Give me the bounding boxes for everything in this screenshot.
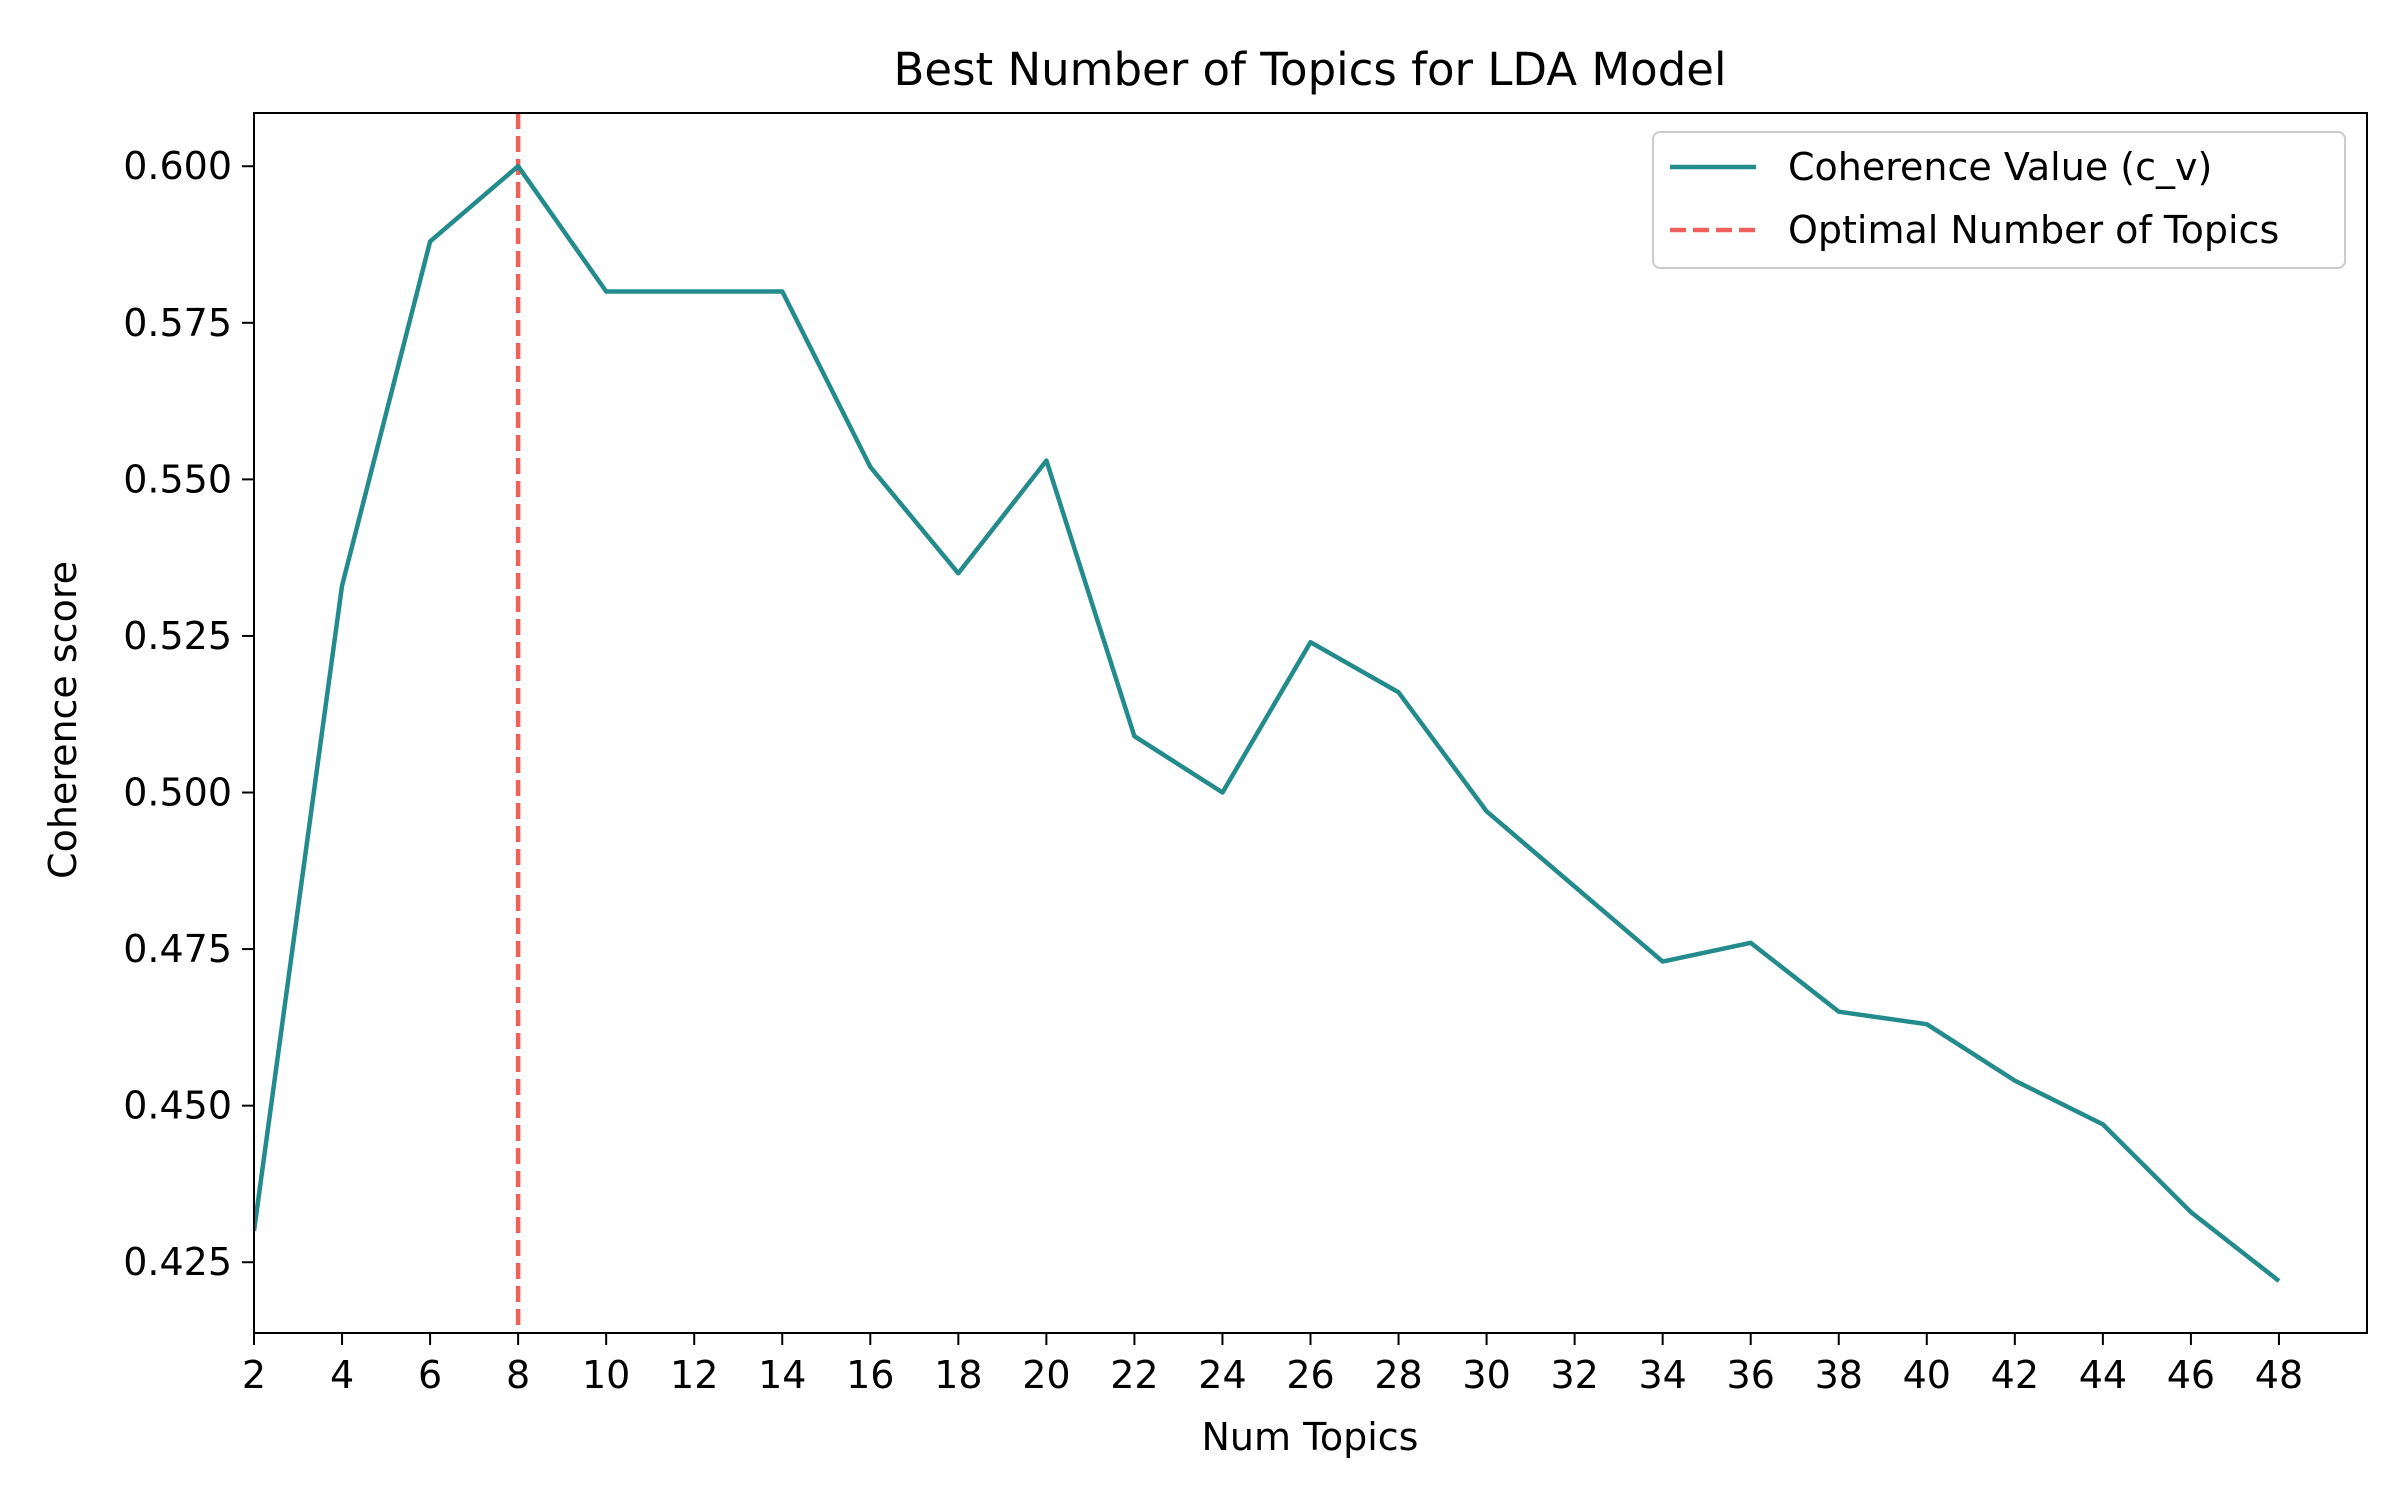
data-point [516,164,520,168]
y-tick-label: 0.450 [123,1084,232,1128]
data-point [428,239,432,243]
x-tick-label: 26 [1286,1353,1334,1397]
data-point [780,289,784,293]
data-point [340,584,344,588]
data-point [1661,960,1665,964]
y-tick-label: 0.600 [123,144,232,188]
data-point [868,465,872,469]
data-point [956,571,960,575]
series-lines [254,163,2281,1283]
data-point [2101,1122,2105,1126]
x-tick-label: 12 [670,1353,718,1397]
data-point [1397,690,1401,694]
x-tick-label: 30 [1462,1353,1510,1397]
x-tick-label: 48 [2255,1353,2303,1397]
x-tick-label: 46 [2167,1353,2215,1397]
data-point [692,289,696,293]
data-point [604,289,608,293]
legend-label-coherence: Coherence Value (c_v) [1788,145,2212,189]
x-tick-label: 4 [330,1353,354,1397]
x-tick-label: 2 [242,1353,266,1397]
x-tick-label: 44 [2079,1353,2127,1397]
y-tick-label: 0.500 [123,771,232,815]
x-tick-label: 10 [582,1353,630,1397]
coherence-series-line [254,163,2281,1283]
x-axis-title: Num Topics [1202,1415,1419,1459]
y-tick-label: 0.425 [123,1240,232,1284]
x-tick-label: 6 [418,1353,442,1397]
x-tick-label: 18 [934,1353,982,1397]
x-tick-label: 38 [1815,1353,1863,1397]
data-point [1485,809,1489,813]
y-tick-label: 0.575 [123,301,232,345]
data-point [1573,884,1577,888]
y-axis-title: Coherence score [41,561,85,879]
data-point [1044,459,1048,463]
x-tick-label: 40 [1903,1353,1951,1397]
x-tick-label: 8 [506,1353,530,1397]
legend-label-optimal: Optimal Number of Topics [1788,208,2279,252]
data-point [1309,640,1313,644]
y-tick-label: 0.550 [123,457,232,501]
x-tick-label: 42 [1991,1353,2039,1397]
legend-box [1652,131,2346,269]
data-point [1132,734,1136,738]
data-point [2013,1079,2017,1083]
x-tick-label: 22 [1110,1353,1158,1397]
data-point [1749,941,1753,945]
data-point [2277,1279,2281,1283]
chart-title: Best Number of Topics for LDA Model [894,43,1727,96]
y-tick-label: 0.525 [123,614,232,658]
x-tick-label: 14 [758,1353,806,1397]
x-tick-label: 24 [1198,1353,1246,1397]
y-tick-label: 0.475 [123,927,232,971]
x-tick-label: 36 [1727,1353,1775,1397]
data-point [2189,1210,2193,1214]
data-point [1925,1022,1929,1026]
x-tick-label: 16 [846,1353,894,1397]
x-tick-label: 34 [1638,1353,1686,1397]
data-point [1837,1010,1841,1014]
data-point [1220,791,1224,795]
y-axis-ticks: 0.425 0.450 0.475 0.500 0.525 0.550 0.575 0.600 [123,144,254,1284]
x-tick-label: 20 [1022,1353,1070,1397]
x-axis-ticks: 2 4 6 8 10 12 14 16 18 20 22 24 26 28 30 32 34 36 38 40 42 44… [242,1333,2303,1397]
x-tick-label: 32 [1550,1353,1598,1397]
legend: Coherence Value (c_v) Optimal Number of … [1652,131,2346,269]
x-tick-label: 28 [1374,1353,1422,1397]
